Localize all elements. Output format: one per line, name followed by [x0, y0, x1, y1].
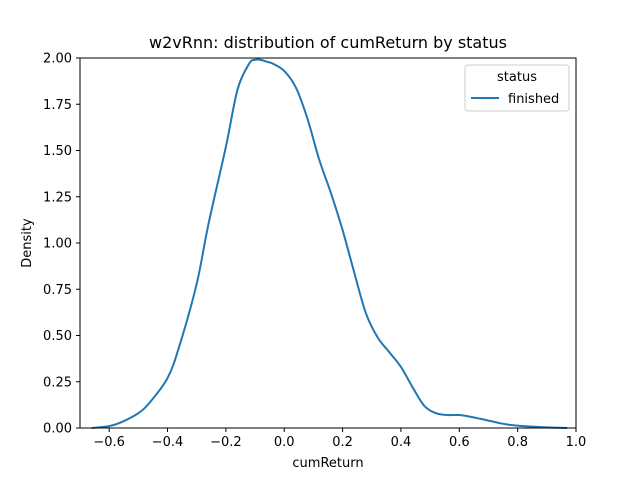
y-tick-label: 1.50 [43, 144, 72, 159]
plot-area: −0.6 −0.4 −0.2 0.0 0.2 0.4 0.6 0.8 1.0 0.00 0.25 0.… [43, 52, 586, 451]
y-axis-label: Density [20, 218, 35, 268]
x-tick-label: 0.8 [507, 435, 528, 450]
x-tick-label: 0.2 [332, 435, 353, 450]
x-axis-label: cumReturn [292, 456, 363, 471]
x-tick-label: −0.2 [210, 435, 242, 450]
legend-box [464, 64, 570, 112]
x-tick-label: 1.0 [566, 435, 587, 450]
y-tick-label: 0.00 [43, 422, 72, 437]
x-tick-label: 0.6 [449, 435, 470, 450]
y-tick-label: 2.00 [43, 52, 72, 67]
chart-title: w2vRnn: distribution of cumReturn by sta… [149, 33, 507, 52]
plot-frame [79, 57, 577, 429]
legend-label-finished: finished [508, 92, 559, 107]
y-tick-label: 0.25 [43, 375, 72, 390]
y-tick-label: 1.25 [43, 190, 72, 205]
y-tick-label: 0.75 [43, 283, 72, 298]
x-tick-label: −0.6 [93, 435, 125, 450]
x-tick-label: 0.0 [274, 435, 295, 450]
series-line-finished [91, 58, 568, 429]
x-tick-label: −0.4 [152, 435, 184, 450]
x-tick-label: 0.4 [391, 435, 412, 450]
y-tick-label: 1.00 [43, 237, 72, 252]
legend-title: status [497, 70, 537, 85]
y-tick-label: 0.50 [43, 329, 72, 344]
legend: status finished [464, 64, 570, 112]
y-tick-label: 1.75 [43, 98, 72, 113]
